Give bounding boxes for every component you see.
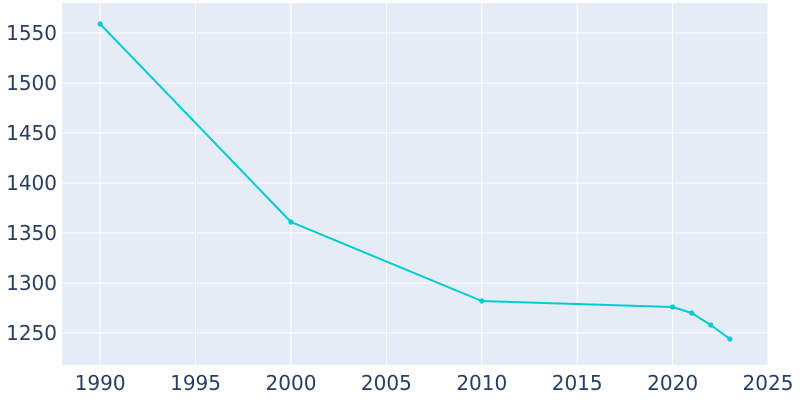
- x-tick-label-2010: 2010: [456, 371, 507, 395]
- data-point-2000: [288, 219, 294, 225]
- y-tick-label-1250: 1250: [6, 321, 57, 345]
- x-tick-label-2005: 2005: [361, 371, 412, 395]
- data-point-2023: [727, 336, 733, 342]
- y-axis-tick-labels: 1250 1300 1350 1400 1450 1500 1550: [6, 21, 57, 345]
- data-point-2022: [708, 322, 714, 328]
- data-point-2021: [689, 310, 695, 316]
- x-tick-label-1990: 1990: [75, 371, 126, 395]
- x-tick-label-1995: 1995: [170, 371, 221, 395]
- y-tick-label-1450: 1450: [6, 121, 57, 145]
- y-tick-label-1350: 1350: [6, 221, 57, 245]
- data-point-1990: [97, 21, 103, 27]
- data-point-2020: [669, 304, 676, 310]
- series-layer: [97, 21, 733, 342]
- y-gridlines: [62, 32, 768, 334]
- y-tick-label-1500: 1500: [6, 71, 57, 95]
- x-axis-tick-labels: 1990 1995 2000 2005 2010 2015 2020 2025: [75, 371, 794, 395]
- y-tick-label-1400: 1400: [6, 171, 57, 195]
- y-tick-label-1300: 1300: [6, 271, 57, 295]
- y-tick-label-1550: 1550: [6, 21, 57, 45]
- x-tick-label-2000: 2000: [266, 371, 317, 395]
- plot-area: [62, 3, 768, 365]
- x-gridlines: [99, 3, 769, 365]
- x-tick-label-2015: 2015: [552, 371, 603, 395]
- x-tick-label-2025: 2025: [743, 371, 794, 395]
- x-tick-label-2020: 2020: [647, 371, 698, 395]
- data-point-2010: [479, 298, 485, 304]
